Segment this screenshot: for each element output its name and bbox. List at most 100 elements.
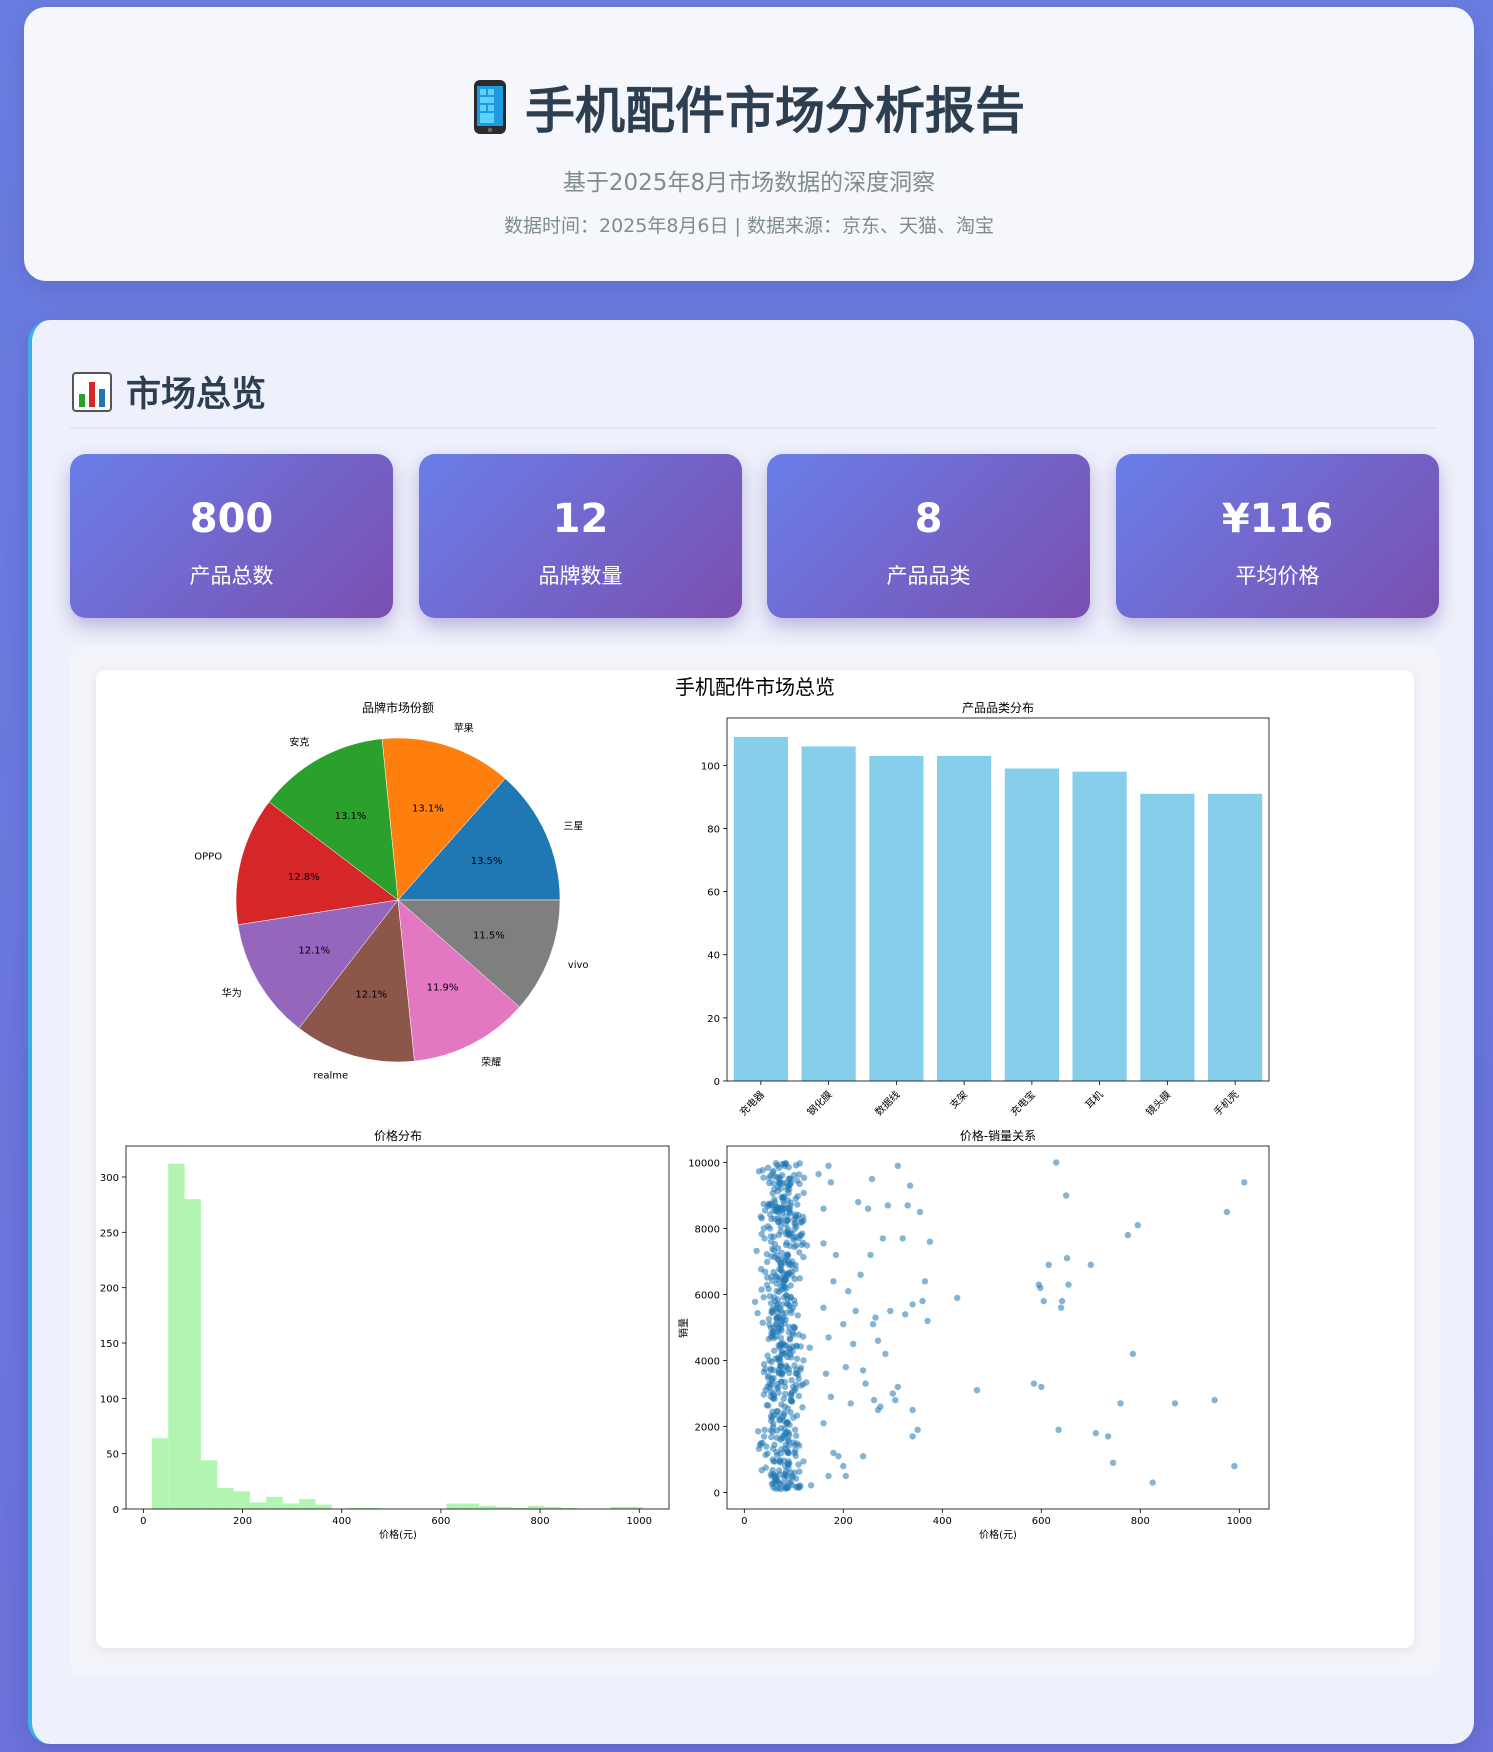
scatter-point (825, 1162, 832, 1169)
scatter-point (780, 1480, 788, 1487)
scatter-point (768, 1215, 775, 1223)
stat-label: 产品总数 (189, 564, 274, 588)
scatter-point (765, 1335, 772, 1343)
x-tick-label: 800 (1131, 1516, 1150, 1527)
scatter-point (773, 1320, 780, 1327)
scatter-point (792, 1452, 799, 1459)
scatter-point (1045, 1261, 1052, 1268)
scatter-point (784, 1197, 791, 1204)
scatter-point (795, 1171, 803, 1178)
scatter-point (827, 1179, 835, 1186)
scatter-point (845, 1288, 852, 1295)
scatter-point (1087, 1261, 1094, 1268)
scatter-point (785, 1260, 792, 1268)
x-tick-label: 0 (741, 1516, 747, 1527)
scatter-point (795, 1331, 802, 1338)
scatter-point (902, 1311, 909, 1318)
pie-category-label: OPPO (194, 852, 222, 863)
scatter-point (1211, 1396, 1218, 1404)
category-bar (801, 746, 856, 1081)
histogram-bar (528, 1505, 545, 1509)
scatter-point (778, 1378, 785, 1386)
scatter-point (781, 1471, 788, 1479)
scatter-point (775, 1389, 782, 1396)
scatter-point (763, 1250, 771, 1258)
scatter-point (857, 1271, 864, 1278)
scatter-point (777, 1306, 785, 1314)
pie-percent-label: 11.9% (427, 982, 459, 993)
category-bar (937, 755, 992, 1081)
scatter-point (797, 1366, 804, 1373)
x-tick-label: 600 (1032, 1516, 1051, 1527)
scatter-point (785, 1216, 792, 1223)
scatter-point (864, 1205, 872, 1212)
scatter-point (793, 1432, 800, 1439)
scatter-point (791, 1426, 799, 1433)
scatter-point (820, 1420, 827, 1427)
scatter-point (773, 1314, 780, 1322)
scatter-title: 价格-销量关系 (960, 1128, 1036, 1143)
stat-card-products: 800 产品总数 (70, 454, 393, 618)
scatter-point (785, 1190, 792, 1197)
scatter-point (914, 1426, 921, 1433)
scatter-point (807, 1482, 815, 1489)
y-tick-label: 150 (100, 1339, 119, 1350)
scatter-point (780, 1411, 788, 1418)
report-title: 手机配件市场分析报告 (24, 71, 1474, 143)
scatter-point (785, 1301, 792, 1308)
stat-value: 8 (914, 496, 943, 542)
scatter-point (790, 1439, 797, 1446)
scatter-point (766, 1357, 773, 1364)
scatter-point (796, 1180, 803, 1187)
histogram-bar (446, 1503, 463, 1509)
scatter-point (778, 1316, 786, 1324)
scatter-point (764, 1374, 772, 1381)
histogram-bar (348, 1507, 365, 1509)
scatter-point (785, 1205, 793, 1212)
scatter-point (754, 1309, 761, 1317)
histogram-bar (560, 1507, 578, 1509)
scatter-point (859, 1453, 867, 1460)
scatter-point (782, 1390, 789, 1398)
scatter-point (792, 1266, 799, 1273)
scatter-point (892, 1396, 899, 1404)
scatter-point (778, 1249, 786, 1257)
stat-label: 平均价格 (1235, 564, 1320, 588)
scatter-point (758, 1467, 765, 1474)
y-tick-label: 4000 (695, 1357, 720, 1368)
scatter-point (799, 1404, 806, 1411)
scatter-point (789, 1474, 796, 1481)
scatter-point (904, 1202, 911, 1209)
scatter-point (778, 1283, 785, 1290)
scatter-point (840, 1462, 847, 1470)
scatter-point (760, 1174, 767, 1181)
stat-label: 产品品类 (886, 564, 971, 588)
pie-slice (397, 899, 561, 1008)
histogram-bar (299, 1499, 316, 1509)
pie-percent-label: 13.1% (335, 811, 367, 822)
bar-title: 产品品类分布 (962, 701, 1034, 715)
scatter-point (889, 1390, 896, 1397)
scatter-point (755, 1168, 763, 1175)
histogram-bar (626, 1506, 643, 1509)
category-bar (1072, 771, 1127, 1081)
scatter-point (1038, 1383, 1045, 1391)
histogram-bar (217, 1488, 234, 1509)
histogram-bar (266, 1496, 283, 1509)
scatter-point (840, 1321, 847, 1328)
scatter-point (777, 1334, 785, 1342)
pie-slice (237, 899, 399, 1029)
x-tick-label: 手机壳 (1211, 1088, 1241, 1118)
report-subtitle: 基于2025年8月市场数据的深度洞察 (562, 170, 936, 196)
category-bar (1140, 793, 1195, 1081)
scatter-point (1055, 1426, 1062, 1433)
scatter-ylabel: 销量 (677, 1318, 690, 1338)
stat-card-avg-price: ¥116 平均价格 (1116, 454, 1439, 618)
scatter-point (778, 1446, 785, 1453)
scatter-point (771, 1241, 779, 1248)
scatter-point (779, 1160, 786, 1168)
scatter-point (820, 1240, 827, 1247)
scatter-point (1092, 1429, 1099, 1437)
scatter-point (906, 1182, 914, 1189)
scatter-point (764, 1383, 771, 1390)
